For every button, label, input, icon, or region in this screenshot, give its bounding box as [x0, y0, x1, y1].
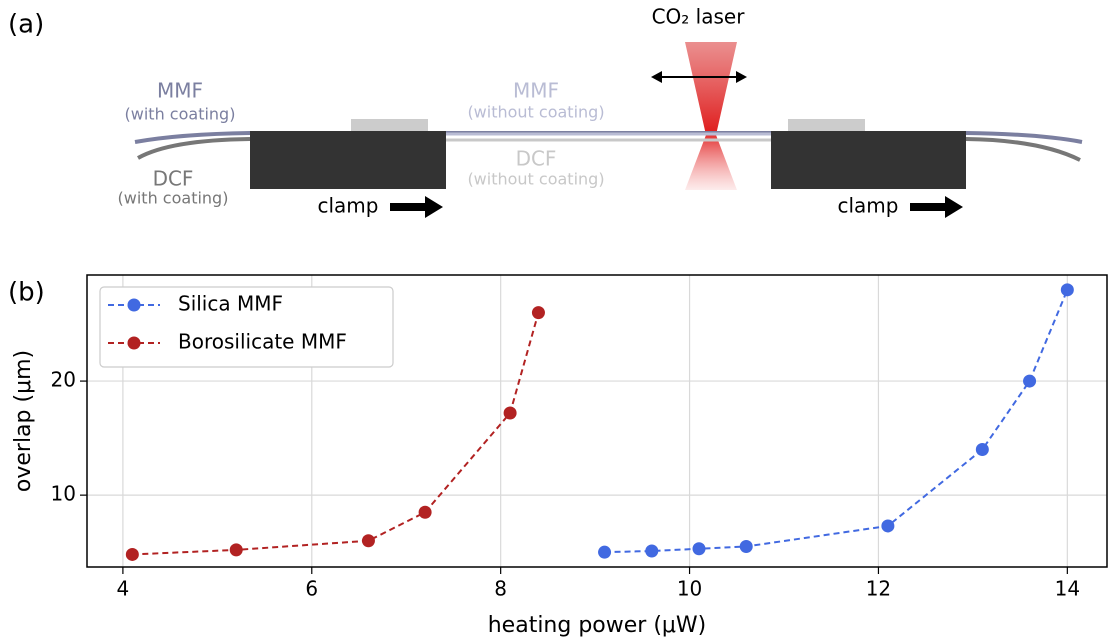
diagram: (a) CO₂ laser MMF (with coating) DCF (wi… — [8, 5, 1083, 218]
dcf-fiber — [965, 137, 1081, 162]
fiber-note: (without coating) — [467, 170, 604, 189]
scan-arrow — [651, 71, 747, 83]
legend-box — [99, 286, 394, 368]
fiber-label: MMF — [157, 79, 203, 103]
dcf-fiber — [137, 137, 251, 160]
fiber-label: DCF — [153, 167, 194, 191]
data-point — [881, 519, 895, 533]
clamp-label: clamp — [318, 194, 379, 218]
clamp-label: clamp — [838, 194, 899, 218]
data-point — [1060, 283, 1074, 297]
x-tick-label: 12 — [866, 577, 891, 601]
data-point — [1023, 374, 1037, 388]
x-tick-label: 8 — [494, 577, 507, 601]
pad — [351, 119, 428, 132]
clamp-arrow — [390, 196, 443, 218]
data-point — [739, 539, 753, 553]
panel-label: (b) — [8, 278, 45, 308]
data-point — [361, 534, 375, 548]
data-point — [418, 505, 432, 519]
x-axis-label: heating power (μW) — [488, 613, 707, 638]
x-tick-label: 14 — [1055, 577, 1080, 601]
chart: 4 6 8 10 12 14 10 20 heating power (μW) overlap (… — [11, 274, 1108, 638]
laser-beam — [685, 42, 737, 190]
x-tick-label: 6 — [305, 577, 318, 601]
x-tick-label: 10 — [677, 577, 702, 601]
clamp — [771, 131, 966, 189]
data-point — [645, 544, 659, 558]
fiber-note: (with coating) — [125, 105, 236, 124]
data-point — [598, 545, 612, 559]
data-point — [125, 547, 139, 561]
y-axis-label: overlap (μm) — [11, 350, 36, 492]
data-point — [229, 543, 243, 557]
fiber-note: (without coating) — [467, 103, 604, 122]
legend-marker — [127, 298, 141, 312]
data-point — [692, 542, 706, 556]
panel-label: (a) — [8, 10, 44, 40]
series-line — [604, 289, 1069, 554]
data-point — [975, 443, 989, 457]
x-tick-label: 4 — [117, 577, 130, 601]
data-point — [503, 406, 517, 420]
laser-label: CO₂ laser — [652, 5, 746, 29]
fiber-note: (with coating) — [118, 189, 229, 208]
pad — [788, 119, 865, 132]
plot-frame — [86, 274, 1108, 568]
legend-marker — [127, 336, 141, 350]
y-tick-label: 10 — [51, 482, 76, 506]
clamp-arrow — [910, 196, 963, 218]
data-point — [531, 306, 545, 320]
y-tick-label: 20 — [51, 368, 76, 392]
legend-label: Silica MMF — [178, 292, 283, 316]
fiber-label: MMF — [513, 79, 559, 103]
legend-label: Borosilicate MMF — [178, 330, 347, 354]
clamp — [250, 131, 446, 189]
fiber-label: DCF — [516, 147, 557, 171]
